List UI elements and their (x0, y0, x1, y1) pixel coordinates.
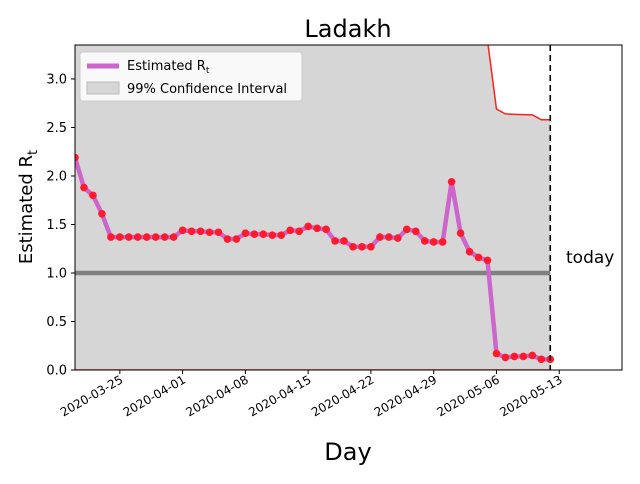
rt-point (295, 227, 303, 236)
ci-band (75, 45, 551, 370)
rt-point (528, 351, 537, 360)
rt-point (160, 233, 169, 241)
rt-point (358, 242, 366, 251)
rt-point (438, 238, 447, 246)
today-label: today (566, 248, 614, 268)
x-tick-label: 2020-05-06 (435, 372, 502, 419)
rt-point (349, 242, 357, 251)
rt-point (537, 355, 546, 364)
rt-point (501, 353, 510, 362)
x-tick-label: 2020-04-01 (121, 372, 188, 419)
rt-point (376, 233, 384, 241)
y-tick-label: 2.5 (46, 121, 67, 136)
rt-point (89, 191, 97, 200)
y-tick-label: 0.0 (46, 364, 67, 379)
rt-point (214, 228, 223, 237)
rt-point (394, 234, 402, 242)
rt-point (429, 238, 438, 246)
x-tick-label: 2020-04-15 (246, 372, 313, 419)
y-tick-label: 3.0 (46, 72, 67, 87)
rt-point (268, 231, 277, 239)
y-tick-label: 1.0 (46, 266, 67, 281)
plot-frame (74, 44, 623, 371)
rt-point (241, 229, 250, 238)
rt-point (75, 153, 79, 162)
rt-point (169, 233, 178, 241)
rt-point (456, 229, 465, 238)
rt-point (340, 237, 348, 245)
rt-point (223, 235, 232, 243)
rt-point (286, 226, 295, 235)
rt-point (483, 256, 492, 265)
rt-point (116, 233, 124, 241)
y-tick-label: 1.5 (46, 218, 67, 233)
rt-point (250, 230, 259, 238)
y-axis-label-main: Estimated R (16, 155, 37, 264)
y-axis: 0.0 0.5 1.0 1.5 2.0 2.5 3.0 (46, 72, 75, 379)
legend-label-estimate-main: Estimated R (127, 59, 206, 74)
rt-point (519, 352, 528, 361)
legend: Estimated Rt 99% Confidence Interval (79, 51, 303, 102)
rt-point (313, 224, 321, 233)
rt-point (402, 225, 411, 234)
legend-label-estimate: Estimated Rt (127, 59, 210, 76)
y-axis-label-sub: t (26, 150, 41, 155)
rt-point (259, 230, 268, 238)
legend-ci-swatch (86, 81, 120, 95)
rt-point (420, 237, 429, 245)
rt-point (232, 235, 241, 243)
rt-point (125, 233, 133, 241)
rt-point (133, 233, 142, 241)
chart-title: Ladakh (304, 15, 391, 43)
rt-point (107, 233, 115, 241)
ci-upper-edge (487, 45, 551, 121)
plot-area (74, 44, 623, 371)
x-axis: 2020-03-252020-04-012020-04-082020-04-15… (58, 370, 565, 419)
y-tick-label: 0.5 (46, 315, 67, 330)
rt-point (142, 233, 151, 241)
rt-point (277, 231, 286, 239)
rt-point (205, 228, 214, 237)
rt-point (331, 237, 339, 245)
rt-point (187, 227, 196, 236)
rt-point (510, 352, 519, 361)
legend-label-ci: 99% Confidence Interval (127, 82, 287, 97)
rt-point (492, 349, 501, 358)
x-tick-label: 2020-03-25 (58, 372, 125, 419)
rt-point (178, 226, 187, 235)
legend-label-estimate-sub: t (206, 66, 210, 76)
rt-point (304, 222, 312, 231)
rt-point (98, 210, 106, 218)
x-tick-label: 2020-05-13 (497, 372, 564, 419)
x-tick-label: 2020-04-29 (372, 372, 439, 419)
rt-point (367, 242, 375, 251)
x-tick-label: 2020-04-08 (183, 372, 250, 419)
y-tick-label: 2.0 (46, 169, 67, 184)
rt-point (196, 227, 205, 236)
y-axis-label: Estimated Rt (16, 150, 41, 264)
rt-point (411, 227, 420, 236)
rt-point (474, 253, 483, 262)
rt-point (80, 183, 88, 192)
rt-point (151, 233, 160, 241)
plot-inner (75, 45, 555, 370)
rt-point (447, 177, 456, 186)
rt-point (385, 233, 393, 241)
rt-point (322, 225, 330, 234)
legend-box (79, 51, 303, 102)
x-axis-label: Day (324, 438, 371, 466)
x-tick-label: 2020-04-22 (309, 372, 376, 419)
rt-point (465, 247, 474, 256)
